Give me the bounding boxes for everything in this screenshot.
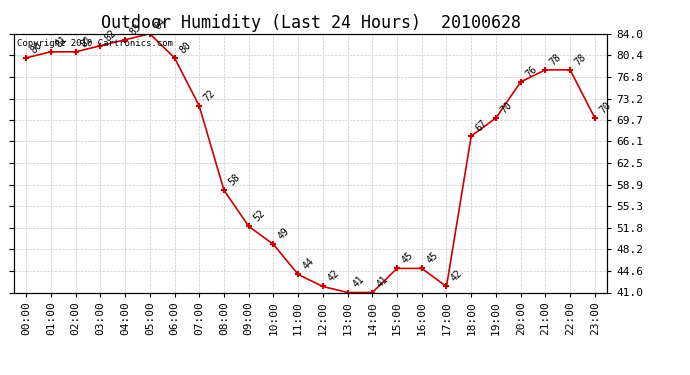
Text: 84: 84	[152, 16, 168, 31]
Text: 41: 41	[375, 274, 391, 290]
Text: 80: 80	[29, 40, 44, 55]
Text: 81: 81	[54, 34, 69, 49]
Text: Copyright 2010 Cartronics.com: Copyright 2010 Cartronics.com	[17, 39, 172, 48]
Text: 45: 45	[424, 250, 440, 266]
Text: 76: 76	[524, 64, 539, 79]
Text: 78: 78	[573, 52, 589, 67]
Text: 45: 45	[400, 250, 415, 266]
Text: 72: 72	[202, 88, 217, 103]
Text: 44: 44	[301, 256, 316, 272]
Title: Outdoor Humidity (Last 24 Hours)  20100628: Outdoor Humidity (Last 24 Hours) 2010062…	[101, 14, 520, 32]
Text: 80: 80	[177, 40, 193, 55]
Text: 58: 58	[227, 172, 242, 188]
Text: 42: 42	[326, 268, 341, 284]
Text: 52: 52	[251, 208, 267, 224]
Text: 70: 70	[598, 100, 613, 115]
Text: 41: 41	[351, 274, 366, 290]
Text: 78: 78	[548, 52, 564, 67]
Text: 49: 49	[276, 226, 292, 242]
Text: 82: 82	[103, 28, 119, 43]
Text: 81: 81	[79, 34, 94, 49]
Text: 83: 83	[128, 22, 144, 37]
Text: 67: 67	[474, 118, 489, 133]
Text: 70: 70	[499, 100, 514, 115]
Text: 42: 42	[449, 268, 464, 284]
